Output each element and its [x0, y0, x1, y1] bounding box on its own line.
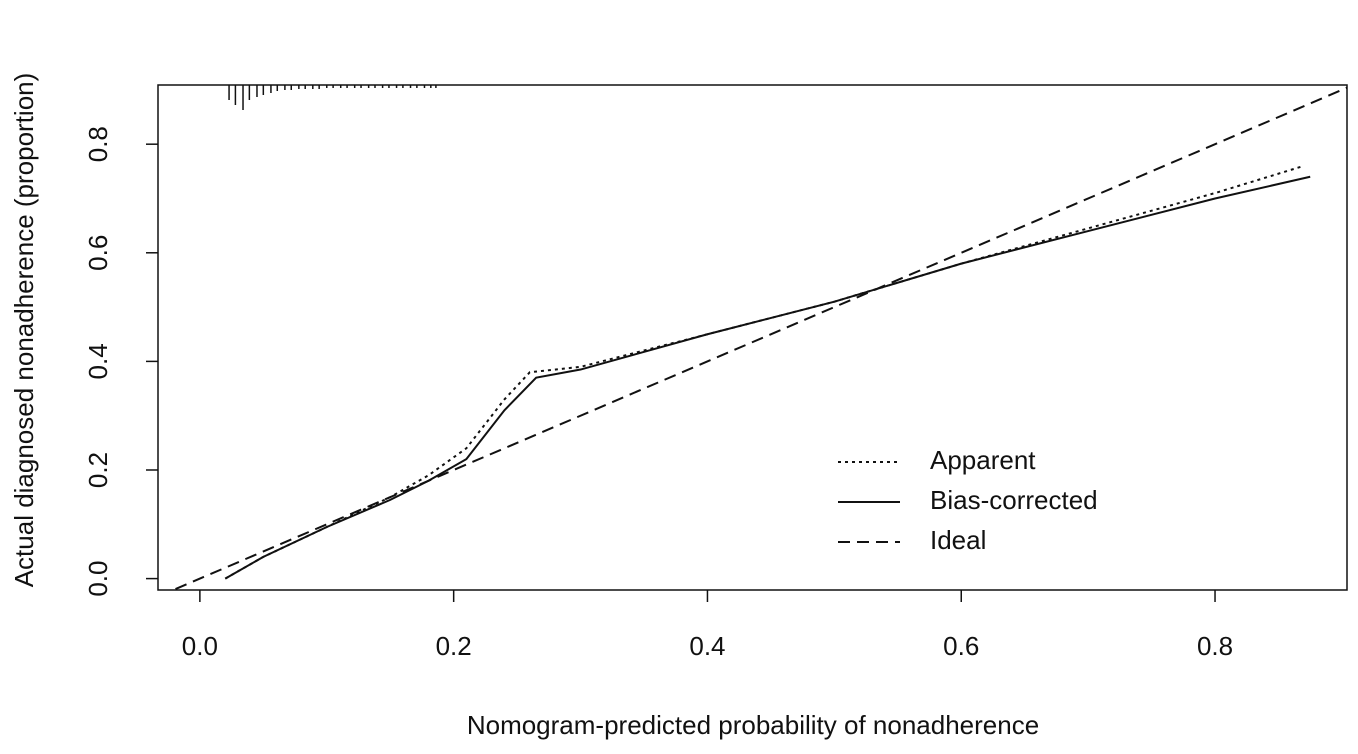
x-tick-label: 0.8 — [1197, 631, 1233, 661]
series-line — [224, 175, 1311, 580]
series-line — [170, 86, 1347, 590]
legend-label: Apparent — [930, 445, 1036, 475]
x-tick-label: 0.0 — [182, 631, 218, 661]
x-tick-label: 0.4 — [689, 631, 725, 661]
y-tick-label: 0.0 — [83, 561, 113, 597]
series-line — [224, 164, 1305, 580]
x-tick-label: 0.6 — [943, 631, 979, 661]
y-tick-label: 0.4 — [83, 343, 113, 379]
y-tick-label: 0.6 — [83, 235, 113, 271]
x-axis-label: Nomogram-predicted probability of nonadh… — [467, 710, 1039, 740]
y-tick-label: 0.2 — [83, 452, 113, 488]
x-tick-label: 0.2 — [436, 631, 472, 661]
legend-label: Bias-corrected — [930, 485, 1098, 515]
y-tick-label: 0.8 — [83, 126, 113, 162]
y-axis-label: Actual diagnosed nonadherence (proportio… — [9, 73, 39, 588]
plot-frame — [157, 84, 1348, 591]
legend-label: Ideal — [930, 525, 986, 555]
